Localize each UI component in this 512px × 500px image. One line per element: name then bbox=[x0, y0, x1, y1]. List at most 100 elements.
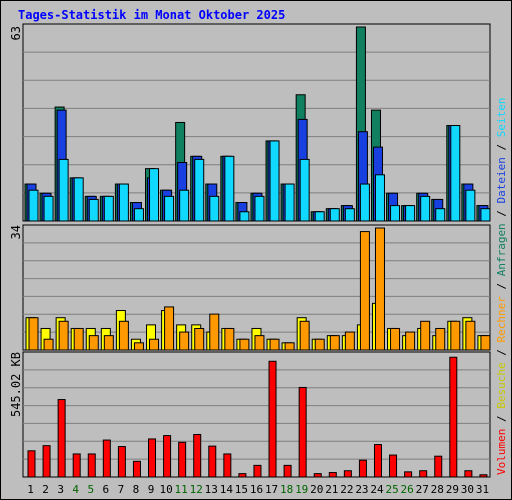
bar-seiten-day-26 bbox=[405, 205, 416, 222]
x-tick-label-day-17: 17 bbox=[265, 483, 278, 496]
bar-volumen-day-25 bbox=[389, 454, 398, 478]
bar-seiten-day-9 bbox=[149, 168, 160, 222]
bar-seiten-day-19 bbox=[299, 158, 310, 222]
bar-seiten-day-1 bbox=[28, 189, 39, 222]
x-tick-label-day-22: 22 bbox=[340, 483, 353, 496]
bar-rechner-day-15 bbox=[239, 338, 250, 351]
bar-rechner-day-8 bbox=[133, 342, 144, 351]
bar-seiten-day-24 bbox=[374, 174, 385, 222]
x-tick-label-day-12: 12 bbox=[190, 483, 203, 496]
bar-volumen-day-1 bbox=[27, 450, 36, 478]
x-tick-label-day-14: 14 bbox=[220, 483, 234, 496]
bar-volumen-day-9 bbox=[148, 438, 157, 478]
bar-rechner-day-28 bbox=[435, 327, 446, 351]
bar-volumen-day-7 bbox=[117, 446, 126, 478]
bar-rechner-day-31 bbox=[480, 335, 491, 351]
legend-separator: / bbox=[495, 343, 508, 363]
x-tick-label-day-9: 9 bbox=[148, 483, 155, 496]
bar-seiten-day-20 bbox=[314, 211, 325, 222]
bar-rechner-day-5 bbox=[88, 335, 99, 351]
x-tick-label-day-21: 21 bbox=[325, 483, 338, 496]
bar-rechner-day-25 bbox=[390, 327, 401, 351]
upper-panel bbox=[22, 23, 491, 222]
bar-volumen-day-16 bbox=[253, 464, 262, 478]
bar-seiten-day-3 bbox=[58, 158, 69, 222]
bar-volumen-day-11 bbox=[178, 441, 187, 478]
bar-volumen-day-21 bbox=[328, 472, 337, 478]
bar-rechner-day-11 bbox=[179, 331, 190, 351]
bar-volumen-day-14 bbox=[223, 453, 232, 478]
bar-seiten-day-25 bbox=[390, 205, 401, 222]
bar-rechner-day-3 bbox=[58, 320, 69, 351]
bar-volumen-day-23 bbox=[358, 459, 367, 478]
x-tick-label-day-8: 8 bbox=[133, 483, 140, 496]
bar-seiten-day-29 bbox=[450, 125, 461, 222]
bar-seiten-day-21 bbox=[329, 208, 340, 222]
lower-panel bbox=[22, 351, 491, 478]
x-tick-label-day-26: 26 bbox=[401, 483, 414, 496]
x-tick-label-day-5: 5 bbox=[87, 483, 94, 496]
bar-seiten-day-12 bbox=[194, 158, 205, 222]
bar-rechner-day-21 bbox=[329, 335, 340, 351]
bar-volumen-day-4 bbox=[72, 453, 81, 478]
bar-volumen-day-24 bbox=[373, 444, 382, 478]
legend-separator: / bbox=[495, 409, 508, 429]
bar-rechner-day-26 bbox=[405, 331, 416, 351]
x-tick-label-day-7: 7 bbox=[118, 483, 125, 496]
bar-rechner-day-13 bbox=[209, 313, 220, 351]
y-axis-max-label-top: 63 bbox=[9, 26, 23, 40]
bar-seiten-day-8 bbox=[133, 208, 144, 222]
bar-seiten-day-23 bbox=[359, 183, 370, 222]
bar-rechner-day-4 bbox=[73, 327, 84, 351]
y-axis-max-label-bottom: 545.02 KB bbox=[9, 352, 23, 417]
x-axis-tick-labels: 1 2 3 4 5 6 7 8 9 10 11 12 13 14 15 16 17 18 19 20 21 22 23 24 2… bbox=[27, 483, 489, 496]
bar-rechner-day-14 bbox=[224, 327, 235, 351]
bar-seiten-day-14 bbox=[224, 155, 235, 222]
chart-title: Tages-Statistik im Monat Oktober 2025 bbox=[18, 8, 285, 22]
x-tick-label-day-16: 16 bbox=[250, 483, 263, 496]
bar-volumen-day-6 bbox=[102, 439, 111, 478]
middle-panel bbox=[22, 224, 491, 351]
bar-volumen-day-22 bbox=[343, 470, 352, 478]
bar-seiten-day-16 bbox=[254, 195, 265, 222]
bar-rechner-day-19 bbox=[299, 320, 310, 351]
bar-volumen-day-20 bbox=[313, 473, 322, 478]
x-tick-label-day-10: 10 bbox=[159, 483, 172, 496]
bar-volumen-day-26 bbox=[404, 471, 413, 478]
x-tick-label-day-18: 18 bbox=[280, 483, 293, 496]
y-axis-max-label-middle: 34 bbox=[9, 225, 23, 239]
bar-rechner-day-2 bbox=[43, 338, 54, 351]
bar-seiten-day-13 bbox=[209, 195, 220, 222]
bar-rechner-day-9 bbox=[149, 338, 160, 351]
bar-volumen-day-27 bbox=[419, 470, 428, 478]
bar-volumen-day-28 bbox=[434, 455, 443, 478]
chart-legend: Volumen / Besuche / Rechner / Anfragen /… bbox=[495, 97, 508, 475]
x-tick-label-day-25: 25 bbox=[385, 483, 398, 496]
panel-background bbox=[22, 351, 491, 478]
bar-rechner-day-18 bbox=[284, 342, 295, 351]
panel-background bbox=[22, 23, 491, 222]
bar-seiten-day-15 bbox=[239, 211, 250, 222]
x-tick-label-day-27: 27 bbox=[416, 483, 429, 496]
bar-volumen-day-19 bbox=[298, 386, 307, 478]
x-tick-label-day-28: 28 bbox=[431, 483, 444, 496]
bar-rechner-day-1 bbox=[28, 317, 39, 351]
bar-volumen-day-5 bbox=[87, 453, 96, 478]
x-tick-label-day-19: 19 bbox=[295, 483, 308, 496]
bar-rechner-day-12 bbox=[194, 327, 205, 351]
bar-rechner-day-17 bbox=[269, 338, 280, 351]
bar-seiten-day-30 bbox=[465, 189, 476, 222]
bar-volumen-day-31 bbox=[479, 474, 488, 478]
bar-volumen-day-18 bbox=[283, 464, 292, 478]
bar-rechner-day-24 bbox=[374, 227, 385, 351]
bar-seiten-day-7 bbox=[118, 183, 129, 222]
bar-seiten-day-10 bbox=[164, 195, 175, 222]
bar-volumen-day-15 bbox=[238, 473, 247, 478]
bar-seiten-day-5 bbox=[88, 198, 99, 222]
bar-rechner-day-22 bbox=[344, 331, 355, 351]
bar-volumen-day-17 bbox=[268, 360, 277, 478]
bar-volumen-day-12 bbox=[193, 433, 202, 478]
x-tick-label-day-29: 29 bbox=[446, 483, 459, 496]
bar-rechner-day-29 bbox=[450, 320, 461, 351]
